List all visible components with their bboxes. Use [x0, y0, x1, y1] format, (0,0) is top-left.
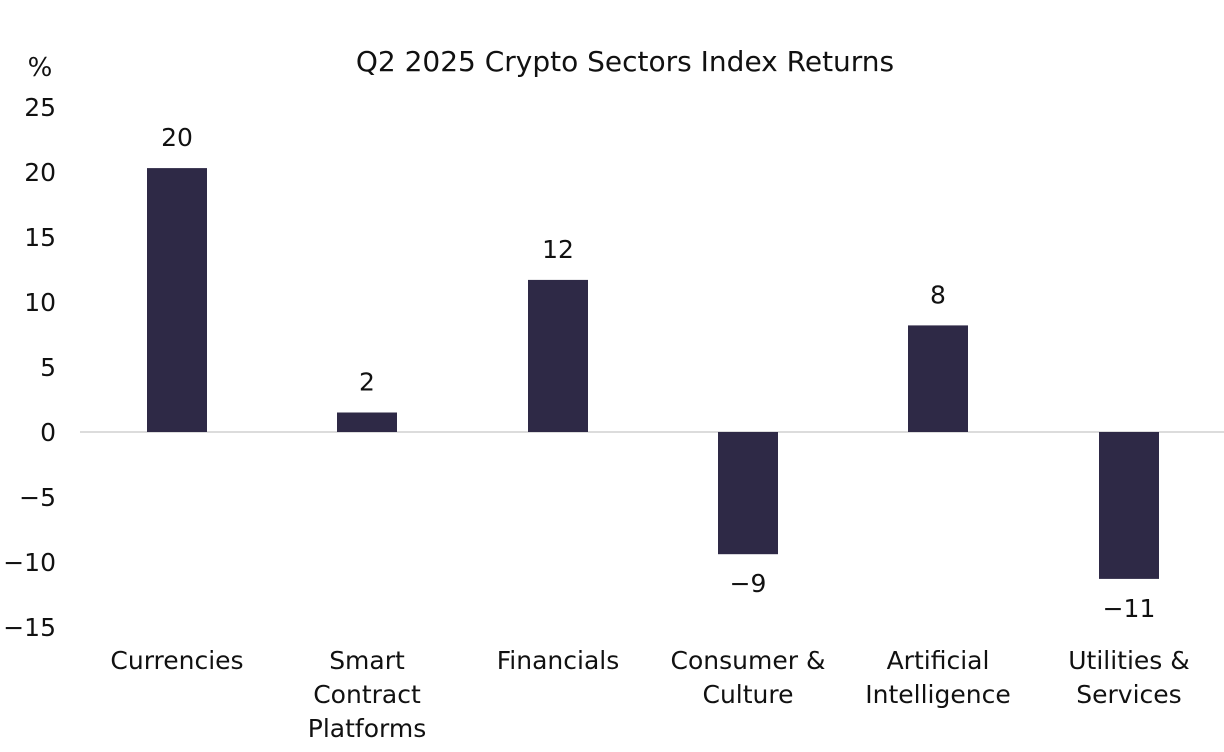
category-label: Financials: [497, 646, 620, 675]
bar: [1099, 432, 1159, 579]
bar: [528, 279, 588, 432]
category-label-line: Financials: [497, 646, 620, 675]
bar: [147, 168, 207, 432]
category-label: Currencies: [110, 646, 243, 675]
y-tick-label: −5: [19, 483, 56, 512]
bar: [718, 432, 778, 555]
bar: [908, 325, 968, 432]
data-label: −9: [730, 569, 767, 598]
chart-title: Q2 2025 Crypto Sectors Index Returns: [356, 45, 894, 78]
category-label-line: Currencies: [110, 646, 243, 675]
category-label-line: Intelligence: [865, 680, 1010, 709]
y-tick-label: 5: [40, 353, 56, 382]
y-tick-label: 0: [40, 418, 56, 447]
data-label: 12: [542, 235, 574, 264]
data-label: 8: [930, 280, 946, 309]
category-label: Artificial Intelligence: [865, 646, 1010, 709]
category-label: Consumer & Culture: [671, 646, 826, 709]
category-label-line: Services: [1076, 680, 1181, 709]
y-tick-label: 15: [24, 223, 56, 252]
category-label: Utilities & Services: [1068, 646, 1190, 709]
data-label: −11: [1103, 594, 1156, 623]
data-label: 2: [359, 368, 375, 397]
y-tick-label: 20: [24, 158, 56, 187]
category-label-line: Utilities &: [1068, 646, 1190, 675]
y-tick-label: 10: [24, 288, 56, 317]
y-tick-label: −10: [3, 548, 56, 577]
bar: [337, 412, 397, 432]
data-label: 20: [161, 123, 193, 152]
category-label-line: Artificial: [887, 646, 990, 675]
category-label: Smart Contract Platforms: [308, 646, 426, 743]
y-axis-unit-label: %: [28, 53, 53, 83]
category-label-line: Platforms: [308, 714, 426, 743]
category-label-line: Contract: [313, 680, 421, 709]
y-tick-label: 25: [24, 93, 56, 122]
category-label-line: Smart: [329, 646, 405, 675]
category-label-line: Consumer &: [671, 646, 826, 675]
y-tick-label: −15: [3, 613, 56, 642]
category-label-line: Culture: [702, 680, 793, 709]
